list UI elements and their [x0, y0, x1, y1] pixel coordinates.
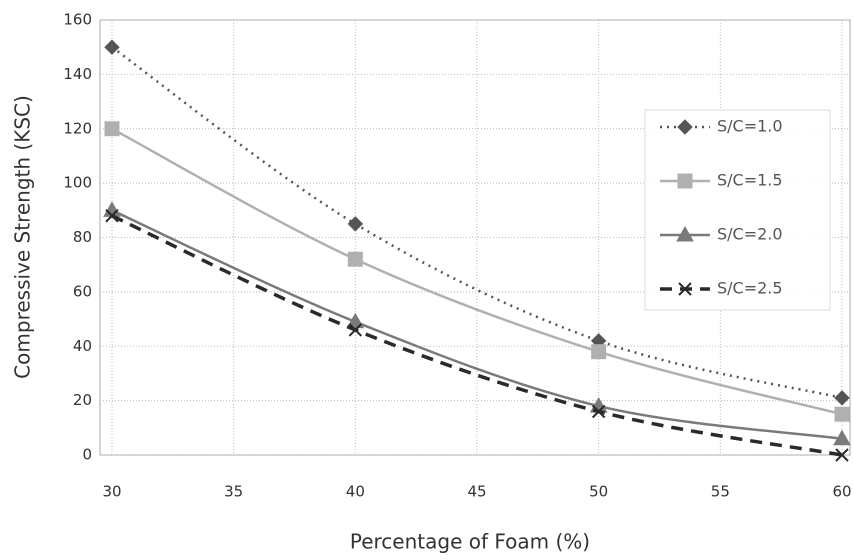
y-tick-label: 80	[73, 228, 92, 246]
legend-label: S/C=2.0	[717, 225, 783, 244]
marker	[591, 404, 606, 419]
legend-marker	[676, 225, 694, 242]
x-tick-label: 45	[467, 483, 486, 501]
marker	[104, 39, 120, 55]
marker	[105, 209, 119, 223]
x-axis-title: Percentage of Foam (%)	[350, 530, 590, 554]
y-tick-label: 0	[82, 446, 92, 464]
y-tick-label: 160	[63, 11, 92, 29]
y-tick-label: 120	[63, 119, 92, 137]
x-tick-label: 55	[711, 483, 730, 501]
y-tick-label: 40	[73, 337, 92, 355]
y-tick-label: 140	[63, 65, 92, 83]
legend-label: S/C=1.0	[717, 117, 783, 136]
x-tick-label: 30	[102, 483, 121, 501]
legend-marker	[677, 173, 693, 189]
series-line	[111, 214, 843, 457]
y-tick-label: 20	[73, 391, 92, 409]
x-tick-label: 60	[832, 483, 851, 501]
marker	[347, 251, 363, 267]
x-tick-label: 35	[224, 483, 243, 501]
marker	[104, 121, 120, 137]
y-tick-label: 100	[63, 174, 92, 192]
marker	[346, 312, 365, 329]
marker	[834, 390, 850, 406]
legend-label: S/C=1.5	[717, 171, 783, 190]
y-tick-label: 60	[73, 282, 92, 300]
marker	[833, 429, 851, 446]
marker	[348, 323, 363, 337]
y-axis-title: Compressive Strength (KSC)	[11, 95, 35, 379]
marker	[834, 406, 850, 422]
x-tick-label: 50	[589, 483, 608, 501]
x-tick-label: 40	[346, 483, 365, 501]
marker	[591, 344, 607, 360]
series-line	[111, 127, 843, 416]
marker	[103, 201, 121, 217]
legend-marker	[678, 282, 692, 296]
marker	[835, 448, 849, 462]
legend-box	[644, 109, 831, 311]
marker	[347, 216, 364, 232]
legend-label: S/C=2.5	[717, 279, 783, 298]
series-line	[111, 209, 843, 440]
legend-marker	[677, 119, 693, 135]
